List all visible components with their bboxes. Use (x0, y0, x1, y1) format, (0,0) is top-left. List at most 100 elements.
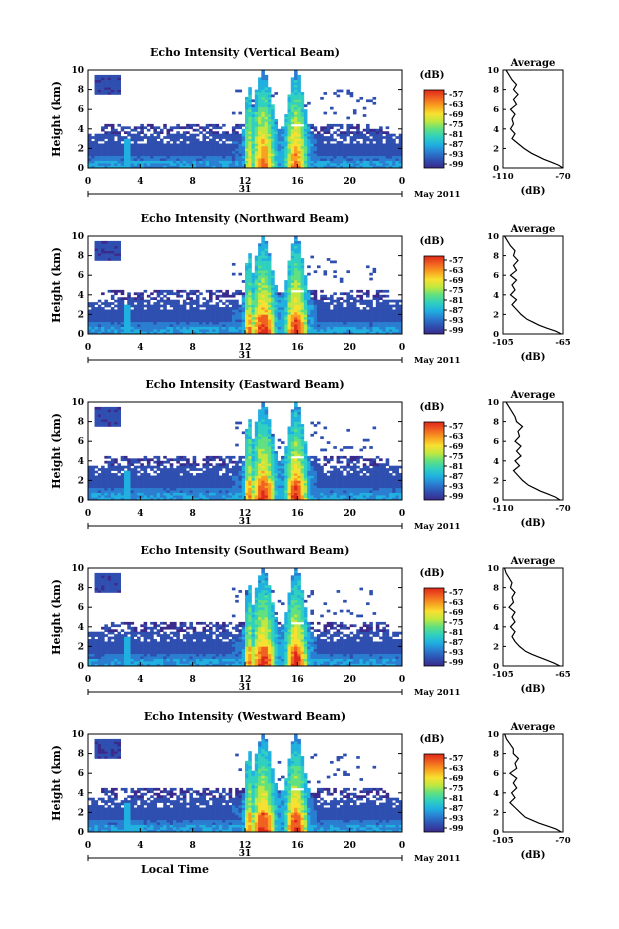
heatmap-cell (156, 473, 161, 476)
heatmap-cell (326, 148, 331, 152)
heatmap-cell (163, 299, 167, 303)
heatmap-cell (127, 165, 131, 169)
x-tick-label: 16 (291, 177, 304, 187)
heatmap-cell (186, 309, 190, 313)
heatmap-cell (104, 406, 108, 410)
heatmap-cell (290, 136, 295, 139)
heatmap-cell (323, 270, 328, 274)
heatmap-cell (195, 482, 200, 486)
heatmap-cell (101, 240, 105, 244)
heatmap-cell (169, 165, 174, 169)
heatmap-cell (261, 238, 265, 242)
heatmap-cell (280, 307, 285, 310)
heatmap-cell (127, 141, 131, 144)
heatmap-cell (192, 316, 197, 320)
heatmap-cell (359, 329, 364, 332)
heatmap-cell (303, 331, 308, 335)
heatmap-cell (280, 331, 285, 335)
heatmap-cell (209, 138, 213, 142)
heatmap-cell (123, 490, 128, 493)
heatmap-cell (199, 163, 203, 166)
heatmap-cell (280, 138, 285, 142)
heatmap-cell (372, 96, 377, 100)
heatmap-cell (97, 477, 102, 481)
heatmap-cell (258, 262, 262, 266)
heatmap-cell (241, 485, 246, 489)
heatmap-cell (114, 477, 118, 481)
heatmap-cell (297, 255, 301, 259)
heatmap-cell (101, 485, 105, 489)
heatmap-cell (274, 470, 279, 474)
heatmap-cell (362, 138, 367, 142)
heatmap-cell (284, 141, 288, 144)
heatmap-cell (248, 321, 252, 325)
heatmap-cell (254, 321, 259, 325)
heatmap-cell (359, 321, 364, 325)
heatmap-cell (94, 77, 99, 81)
heatmap-cell (388, 163, 393, 166)
heatmap-cell (258, 455, 262, 459)
heatmap-cell (303, 158, 308, 161)
heatmap-cell (267, 260, 272, 264)
heatmap-cell (179, 465, 184, 469)
heatmap-cell (104, 92, 108, 95)
colorbar-tick-label: -81 (449, 129, 463, 139)
heatmap-cell (313, 309, 318, 313)
heatmap-cell (284, 475, 288, 479)
heatmap-cell (287, 96, 292, 100)
heatmap-cell (245, 160, 249, 164)
heatmap-cell (267, 477, 272, 481)
heatmap-cell (222, 482, 226, 486)
heatmap-cell (189, 473, 193, 476)
heatmap-cell (264, 255, 269, 259)
heatmap-cell (123, 475, 128, 479)
heatmap-cell (261, 411, 265, 415)
heatmap-cell (159, 485, 164, 489)
heatmap-cell (297, 160, 301, 164)
heatmap-cell (382, 136, 386, 139)
heatmap-cell (117, 495, 122, 498)
heatmap-cell (290, 165, 295, 169)
heatmap-cell (313, 150, 318, 154)
heatmap-cell (97, 82, 102, 85)
heatmap-cell (254, 426, 259, 430)
heatmap-cell (297, 128, 301, 132)
heatmap-cell (153, 155, 157, 159)
heatmap-cell (153, 492, 157, 496)
heatmap-cell (117, 123, 122, 127)
heatmap-cell (114, 460, 118, 464)
heatmap-cell (195, 487, 200, 491)
heatmap-cell (215, 465, 220, 469)
heatmap-cell (349, 92, 354, 95)
heatmap-cell (97, 148, 102, 152)
heatmap-cell (251, 331, 256, 335)
heatmap-cell (280, 158, 285, 161)
heatmap-cell (245, 150, 249, 154)
heatmap-cell (173, 143, 177, 147)
heatmap-cell (274, 455, 279, 459)
heatmap-cell (127, 299, 131, 303)
heatmap-cell (271, 163, 275, 166)
heatmap-cell (326, 165, 331, 169)
heatmap-cell (101, 324, 105, 327)
heatmap-cell (104, 87, 108, 90)
heatmap-cell (130, 329, 135, 332)
panel-title: Echo Intensity (Vertical Beam) (150, 46, 340, 59)
heatmap-cell (330, 106, 334, 110)
heatmap-cell (235, 148, 239, 152)
heatmap-cell (94, 138, 99, 142)
heatmap-cell (137, 133, 141, 137)
heatmap-cell (290, 492, 295, 496)
heatmap-cell (117, 424, 122, 427)
heatmap-cell (228, 482, 233, 486)
heatmap-cell (137, 482, 141, 486)
heatmap-cell (379, 319, 383, 323)
heatmap-cell (189, 150, 193, 154)
heatmap-cell (261, 280, 265, 283)
heatmap-cell (251, 280, 256, 283)
heatmap-cell (182, 490, 187, 493)
heatmap-cell (290, 116, 295, 120)
heatmap-cell (195, 316, 200, 320)
heatmap-cell (140, 131, 144, 134)
heatmap-cell (241, 155, 246, 159)
